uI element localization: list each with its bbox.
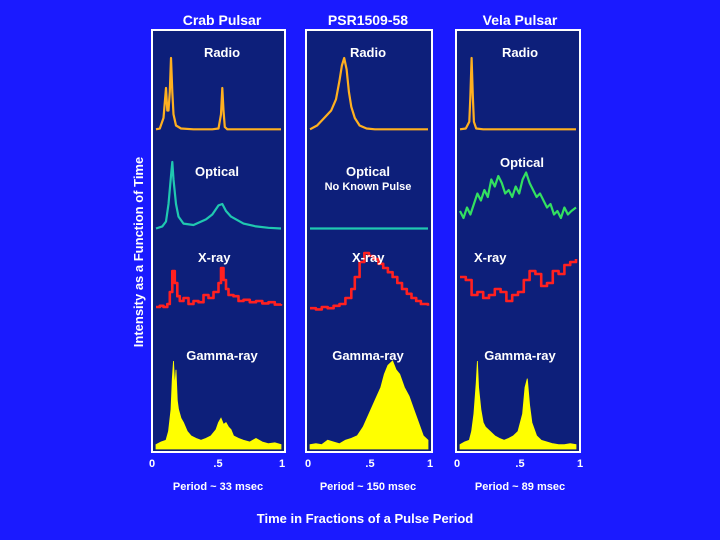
series-x-ray-crab — [156, 266, 283, 309]
x-tick-psr1509-2: 1 — [427, 458, 433, 470]
period-label-vela: Period ~ 89 msec — [475, 481, 565, 493]
series-radio-vela — [459, 56, 576, 131]
x-tick-crab-0: 0 — [149, 458, 155, 470]
band-label-gamma-ray-vela: Gamma-ray — [484, 348, 556, 363]
panel-title-vela: Vela Pulsar — [483, 12, 558, 28]
series-radio-psr1509 — [309, 56, 428, 131]
x-tick-vela-0: 0 — [454, 458, 460, 470]
panel-frame-psr1509 — [305, 29, 433, 453]
band-label-optical-psr1509: Optical — [346, 164, 390, 179]
band-label-x-ray-crab: X-ray — [198, 250, 231, 265]
x-tick-crab-1: .5 — [213, 458, 222, 470]
period-label-psr1509: Period ~ 150 msec — [320, 481, 416, 493]
series-optical-vela — [459, 171, 577, 220]
x-axis-label: Time in Fractions of a Pulse Period — [257, 511, 474, 526]
band-label-gamma-ray-psr1509: Gamma-ray — [332, 348, 404, 363]
panel-frame-vela — [455, 29, 581, 453]
band-label-optical-crab: Optical — [195, 164, 239, 179]
series-x-ray-psr1509 — [310, 251, 430, 311]
series-x-ray-vela — [460, 259, 578, 303]
band-label-radio-vela: Radio — [502, 45, 538, 60]
band-label-radio-crab: Radio — [204, 45, 240, 60]
period-label-crab: Period ~ 33 msec — [173, 481, 263, 493]
y-axis-label: Intensity as a Function of Time — [131, 157, 146, 347]
band-label-radio-psr1509: Radio — [350, 45, 386, 60]
x-tick-psr1509-1: .5 — [365, 458, 374, 470]
x-tick-crab-2: 1 — [279, 458, 285, 470]
series-gamma-ray-psr1509 — [309, 360, 429, 450]
no-pulse-note-psr1509: No Known Pulse — [325, 181, 412, 193]
series-gamma-ray-crab — [155, 360, 282, 450]
series-radio-crab — [155, 56, 281, 131]
band-label-x-ray-psr1509: X-ray — [352, 250, 385, 265]
panel-crab: Crab Pulsar Radio Optical X-ray Gamma-ray 0 .5… — [149, 12, 286, 493]
panel-title-crab: Crab Pulsar — [183, 12, 262, 28]
x-tick-psr1509-0: 0 — [305, 458, 311, 470]
panel-psr1509: PSR1509-58 Radio Optical X-ray Gamma-ray No K… — [305, 12, 433, 493]
x-tick-vela-1: .5 — [515, 458, 524, 470]
band-label-gamma-ray-crab: Gamma-ray — [186, 348, 258, 363]
panel-title-psr1509: PSR1509-58 — [328, 12, 408, 28]
series-gamma-ray-vela — [459, 360, 577, 450]
band-label-x-ray-vela: X-ray — [474, 250, 507, 265]
panel-vela: Vela Pulsar Radio Optical X-ray Gamma-ray 0 .5… — [454, 12, 583, 493]
series-optical-crab — [155, 160, 282, 230]
band-label-optical-vela: Optical — [500, 155, 544, 170]
x-tick-vela-2: 1 — [577, 458, 583, 470]
